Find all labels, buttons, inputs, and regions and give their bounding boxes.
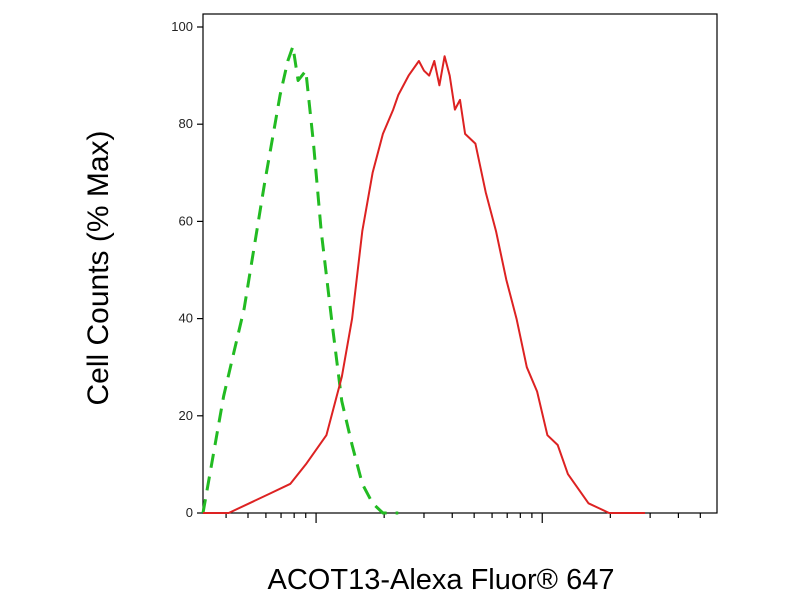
y-tick-label: 0 [186,505,193,520]
y-tick-label: 80 [179,116,193,131]
y-axis-title: Cell Counts (% Max) [82,130,115,405]
x-axis-title: ACOT13-Alexa Fluor® 647 [268,564,615,596]
y-tick-label: 60 [179,213,193,228]
plot-frame [202,13,718,514]
x-axis-ticks [225,513,701,523]
y-tick-label: 40 [179,311,193,326]
series-sample-line [203,55,645,514]
series-control-line [201,44,399,515]
y-axis-ticks: 0 20 40 60 80 100 [171,19,203,520]
y-tick-label: 20 [179,408,193,423]
y-tick-label: 100 [171,19,193,34]
series-layer [201,44,645,515]
